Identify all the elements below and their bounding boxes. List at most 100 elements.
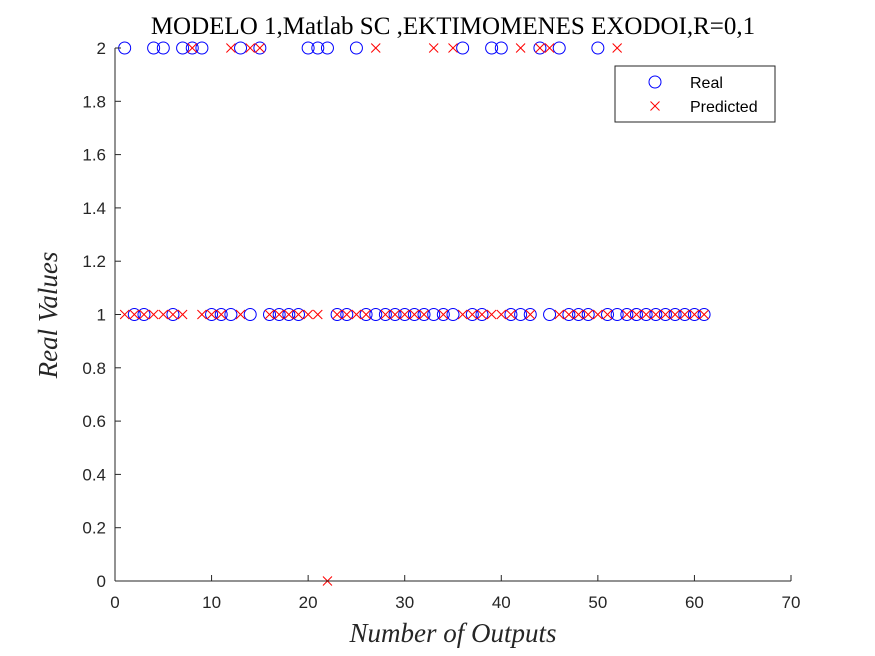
predicted-point bbox=[341, 309, 352, 320]
predicted-point bbox=[689, 309, 700, 320]
real-point bbox=[456, 41, 470, 55]
predicted-point bbox=[399, 309, 410, 320]
real-point bbox=[166, 308, 180, 321]
predicted-point bbox=[641, 309, 651, 320]
real-point bbox=[137, 308, 151, 321]
predicted-point bbox=[448, 43, 458, 53]
real-point bbox=[195, 41, 209, 55]
series-real bbox=[118, 41, 711, 321]
real-point bbox=[572, 308, 586, 321]
real-point bbox=[407, 308, 421, 321]
real-point bbox=[378, 308, 392, 321]
real-point bbox=[349, 41, 363, 55]
real-point bbox=[224, 308, 238, 321]
real-point bbox=[330, 308, 344, 321]
real-point bbox=[185, 41, 199, 55]
predicted-point bbox=[467, 309, 478, 320]
predicted-point bbox=[409, 309, 420, 320]
predicted-point bbox=[660, 309, 671, 320]
real-point bbox=[291, 308, 305, 321]
real-point bbox=[523, 308, 537, 321]
predicted-point bbox=[293, 309, 304, 320]
chart-title: MODELO 1,Matlab SC ,EKTIMOMENES EXODOI,R… bbox=[151, 13, 755, 40]
predicted-point bbox=[283, 309, 294, 320]
predicted-point bbox=[554, 309, 565, 320]
predicted-point bbox=[370, 43, 381, 53]
predicted-point bbox=[670, 309, 680, 320]
legend-label-predicted: Predicted bbox=[690, 99, 758, 116]
predicted-point bbox=[573, 309, 584, 320]
real-point bbox=[581, 308, 595, 321]
legend-label-real: Real bbox=[690, 75, 723, 92]
real-point bbox=[620, 308, 634, 321]
predicted-point bbox=[139, 309, 149, 320]
real-point bbox=[320, 41, 334, 55]
x-axis-label: Number of Outputs bbox=[348, 618, 556, 648]
x-tick-label: 30 bbox=[395, 593, 414, 612]
x-tick-label: 10 bbox=[202, 593, 221, 612]
real-point bbox=[610, 308, 624, 321]
real-point bbox=[427, 308, 441, 321]
legend-marker-predicted bbox=[650, 101, 660, 111]
predicted-point bbox=[390, 309, 400, 320]
predicted-point bbox=[486, 309, 497, 320]
y-tick-label: 1.6 bbox=[82, 146, 106, 165]
x-tick-label: 60 bbox=[685, 593, 704, 612]
real-point bbox=[668, 308, 682, 321]
real-point bbox=[543, 308, 557, 321]
real-point bbox=[533, 41, 547, 55]
predicted-point bbox=[428, 43, 439, 53]
predicted-point bbox=[119, 309, 130, 320]
predicted-point bbox=[255, 43, 265, 53]
predicted-point bbox=[274, 309, 285, 320]
real-point bbox=[494, 41, 508, 55]
predicted-point bbox=[148, 309, 159, 320]
real-point bbox=[446, 308, 460, 321]
predicted-point bbox=[583, 309, 594, 320]
real-point bbox=[340, 308, 354, 321]
predicted-point bbox=[438, 309, 449, 320]
y-tick-label: 1.2 bbox=[82, 252, 106, 271]
plot-area bbox=[118, 41, 711, 586]
predicted-point bbox=[264, 309, 275, 320]
predicted-point bbox=[168, 309, 178, 320]
y-axis-label: Real Values bbox=[33, 252, 63, 380]
x-tick-label: 20 bbox=[299, 593, 318, 612]
real-point bbox=[388, 308, 402, 321]
real-point bbox=[601, 308, 615, 321]
predicted-point bbox=[477, 309, 487, 320]
predicted-point bbox=[380, 309, 391, 320]
real-point bbox=[127, 308, 141, 321]
predicted-point bbox=[206, 309, 217, 320]
real-point bbox=[485, 41, 499, 55]
predicted-point bbox=[593, 309, 603, 320]
real-point bbox=[475, 308, 489, 321]
predicted-point bbox=[419, 309, 429, 320]
real-point bbox=[176, 41, 190, 55]
y-tick-label: 1.8 bbox=[82, 92, 106, 111]
real-point bbox=[436, 308, 450, 321]
real-point bbox=[687, 308, 701, 321]
predicted-point bbox=[564, 309, 574, 320]
y-tick-label: 0.8 bbox=[82, 359, 106, 378]
real-point bbox=[562, 308, 576, 321]
legend-marker-real bbox=[648, 75, 662, 89]
predicted-point bbox=[535, 43, 545, 53]
predicted-point bbox=[332, 309, 342, 320]
predicted-point bbox=[650, 309, 661, 320]
real-point bbox=[234, 41, 248, 55]
series-predicted bbox=[119, 43, 709, 586]
predicted-point bbox=[612, 43, 623, 53]
real-point bbox=[591, 41, 605, 55]
real-point bbox=[369, 308, 383, 321]
predicted-point bbox=[312, 309, 323, 320]
real-point bbox=[156, 41, 170, 55]
real-point bbox=[205, 308, 219, 321]
predicted-point bbox=[351, 309, 362, 320]
real-point bbox=[311, 41, 325, 55]
real-point bbox=[697, 308, 711, 321]
predicted-point bbox=[515, 43, 526, 53]
x-tick-label: 70 bbox=[782, 593, 801, 612]
real-point bbox=[639, 308, 653, 321]
